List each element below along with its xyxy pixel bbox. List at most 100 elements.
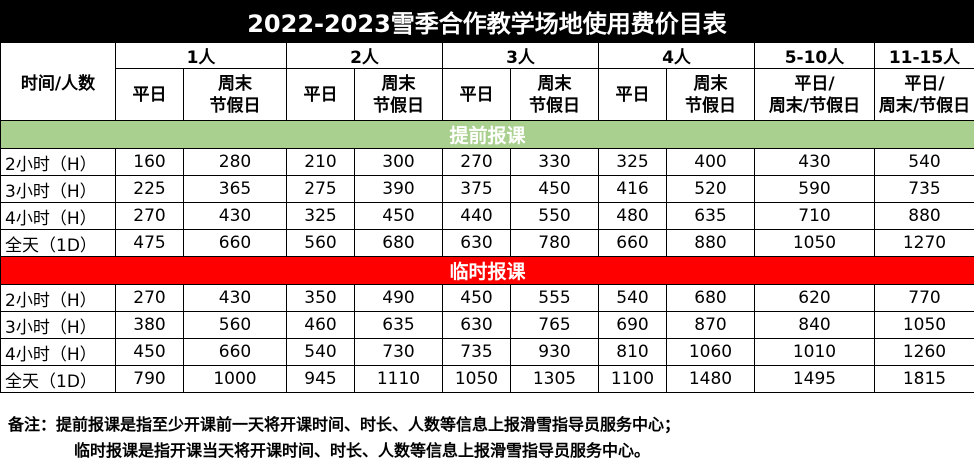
price-cell: 1495 [754, 365, 875, 393]
price-cell: 1060 [666, 338, 755, 366]
price-cell: 460 [286, 311, 355, 339]
price-cell: 210 [286, 148, 355, 176]
group-header: 5-10人 [754, 42, 875, 69]
row-label: 4小时（H） [0, 338, 116, 366]
price-cell: 870 [666, 311, 755, 339]
price-cell: 1050 [442, 365, 511, 393]
price-cell: 680 [354, 229, 443, 257]
price-cell: 416 [598, 175, 667, 203]
table-row: 3小时（H） 380 560 460 635 630 765 690 870 840 1050 [0, 311, 974, 339]
price-cell: 430 [183, 284, 287, 312]
weekday-header: 平日 [286, 68, 355, 121]
price-cell: 1270 [874, 229, 974, 257]
note-line-2: 临时报课是指开课当天将开课时间、时长、人数等信息上报滑雪指导员服务中心。 [74, 441, 651, 460]
price-cell: 375 [442, 175, 511, 203]
row-label: 全天（1D） [0, 365, 116, 393]
price-cell: 765 [510, 311, 599, 339]
table-row: 4小时（H） 450 660 540 730 735 930 810 1060 1010 1260 [0, 338, 974, 366]
price-cell: 635 [354, 311, 443, 339]
price-cell: 1050 [874, 311, 974, 339]
combined-header: 平日/周末/节假日 [754, 68, 875, 121]
weekday-header: 平日 [115, 68, 184, 121]
price-cell: 1815 [874, 365, 974, 393]
price-cell: 690 [598, 311, 667, 339]
weekday-header: 平日 [598, 68, 667, 121]
weekend-header: 周末 节假日 [354, 68, 443, 121]
price-cell: 590 [754, 175, 875, 203]
price-cell: 1260 [874, 338, 974, 366]
price-cell: 780 [510, 229, 599, 257]
table-row: 2小时（H） 270 430 350 490 450 555 540 680 620 770 [0, 284, 974, 312]
price-cell: 400 [666, 148, 755, 176]
price-cell: 840 [754, 311, 875, 339]
price-cell: 225 [115, 175, 184, 203]
price-cell: 735 [442, 338, 511, 366]
combined-header: 平日/周末/节假日 [874, 68, 974, 121]
section-row: 提前报课 [0, 120, 974, 149]
price-cell: 380 [115, 311, 184, 339]
price-cell: 660 [598, 229, 667, 257]
price-cell: 635 [666, 202, 755, 230]
price-cell: 660 [183, 229, 287, 257]
price-cell: 790 [115, 365, 184, 393]
price-cell: 300 [354, 148, 443, 176]
price-cell: 1305 [510, 365, 599, 393]
group-header: 1人 [115, 42, 287, 69]
price-cell: 1480 [666, 365, 755, 393]
table-row: 4小时（H） 270 430 325 450 440 550 480 635 710 880 [0, 202, 974, 230]
row-label: 2小时（H） [0, 284, 116, 312]
group-header-row: 时间/人数 1人 2人 3人 4人 5-10人 11-15人 [0, 42, 974, 121]
price-cell: 550 [510, 202, 599, 230]
price-cell: 1000 [183, 365, 287, 393]
table-row: 3小时（H） 225 365 275 390 375 450 416 520 590 735 [0, 175, 974, 203]
price-cell: 520 [666, 175, 755, 203]
price-cell: 270 [115, 284, 184, 312]
price-cell: 475 [115, 229, 184, 257]
price-cell: 450 [115, 338, 184, 366]
price-cell: 490 [354, 284, 443, 312]
weekend-header: 周末 节假日 [183, 68, 287, 121]
sub-header-row: 平日 周末 节假日 平日 周末 节假日 平日 周末 节假日 平日 周末 节假日 平日/周… [1, 68, 974, 121]
price-cell: 450 [510, 175, 599, 203]
note-line-1: 备注：提前报课是指至少开课前一天将开课时间、时长、人数等信息上报滑雪指导员服务中… [8, 415, 681, 434]
price-cell: 630 [442, 229, 511, 257]
section-row: 临时报课 [0, 256, 974, 285]
price-cell: 325 [598, 148, 667, 176]
row-label: 全天（1D） [0, 229, 116, 257]
price-cell: 710 [754, 202, 875, 230]
price-cell: 770 [874, 284, 974, 312]
row-label: 3小时（H） [0, 175, 116, 203]
row-label: 2小时（H） [0, 148, 116, 176]
price-cell: 390 [354, 175, 443, 203]
group-header: 2人 [286, 42, 443, 69]
group-header: 4人 [598, 42, 755, 69]
weekday-header: 平日 [442, 68, 511, 121]
price-cell: 630 [442, 311, 511, 339]
price-cell: 660 [183, 338, 287, 366]
price-cell: 280 [183, 148, 287, 176]
price-cell: 1010 [754, 338, 875, 366]
weekend-header: 周末 节假日 [666, 68, 755, 121]
price-cell: 880 [666, 229, 755, 257]
price-cell: 480 [598, 202, 667, 230]
price-cell: 275 [286, 175, 355, 203]
price-cell: 810 [598, 338, 667, 366]
weekend-header: 周末 节假日 [510, 68, 599, 121]
price-cell: 1050 [754, 229, 875, 257]
group-header: 3人 [442, 42, 599, 69]
section-label: 提前报课 [0, 120, 974, 149]
price-table: 时间/人数 1人 2人 3人 4人 5-10人 11-15人 平日 周末 节假日 … [0, 42, 974, 393]
price-cell: 730 [354, 338, 443, 366]
table-row: 2小时（H） 160 280 210 300 270 330 325 400 430 540 [0, 148, 974, 176]
price-cell: 160 [115, 148, 184, 176]
price-cell: 555 [510, 284, 599, 312]
price-cell: 430 [183, 202, 287, 230]
price-cell: 560 [286, 229, 355, 257]
price-cell: 880 [874, 202, 974, 230]
table-row: 全天（1D） 790 1000 945 1110 1050 1305 1100 1480 1495… [0, 365, 974, 393]
row-label: 3小时（H） [0, 311, 116, 339]
price-cell: 680 [666, 284, 755, 312]
price-cell: 735 [874, 175, 974, 203]
price-cell: 270 [442, 148, 511, 176]
price-cell: 540 [286, 338, 355, 366]
